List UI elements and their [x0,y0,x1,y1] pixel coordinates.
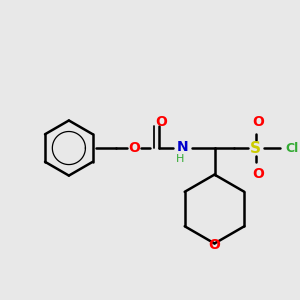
Text: H: H [176,154,184,164]
Text: Cl: Cl [285,142,298,154]
Text: N: N [177,140,189,154]
Text: O: O [208,238,220,252]
Text: O: O [128,141,140,155]
Text: S: S [250,140,261,155]
Text: O: O [252,167,264,181]
Text: O: O [252,116,264,129]
Text: O: O [155,116,167,129]
